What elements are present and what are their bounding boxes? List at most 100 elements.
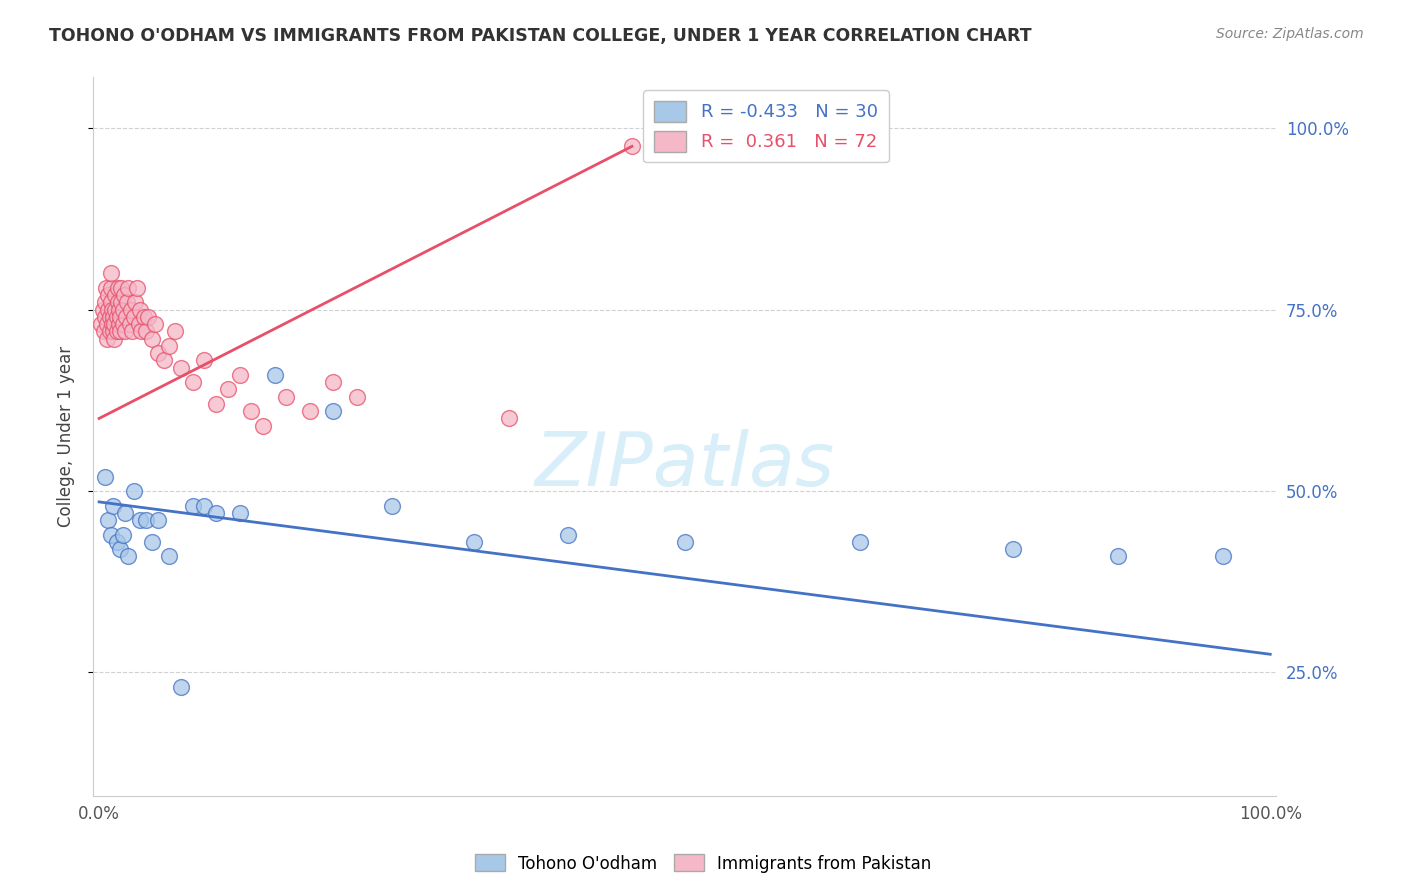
Point	[112, 288, 135, 302]
Point	[463, 534, 485, 549]
Point	[101, 317, 124, 331]
Point	[122, 483, 145, 498]
Point	[105, 534, 128, 549]
Point	[101, 302, 124, 317]
Point	[100, 266, 122, 280]
Point	[165, 325, 187, 339]
Point	[136, 310, 159, 324]
Point	[97, 302, 120, 317]
Point	[122, 310, 145, 324]
Point	[132, 310, 155, 324]
Point	[252, 418, 274, 433]
Point	[849, 534, 872, 549]
Point	[620, 139, 643, 153]
Point	[107, 281, 129, 295]
Legend: Tohono O'odham, Immigrants from Pakistan: Tohono O'odham, Immigrants from Pakistan	[468, 847, 938, 880]
Point	[298, 404, 321, 418]
Point	[146, 513, 169, 527]
Point	[121, 325, 143, 339]
Point	[1212, 549, 1234, 564]
Point	[1001, 542, 1024, 557]
Point	[91, 302, 114, 317]
Point	[108, 310, 131, 324]
Point	[228, 506, 250, 520]
Point	[124, 295, 146, 310]
Point	[104, 288, 127, 302]
Point	[228, 368, 250, 382]
Point	[181, 499, 204, 513]
Point	[146, 346, 169, 360]
Point	[94, 295, 117, 310]
Point	[120, 302, 142, 317]
Point	[105, 325, 128, 339]
Point	[381, 499, 404, 513]
Point	[97, 513, 120, 527]
Point	[205, 397, 228, 411]
Point	[276, 390, 298, 404]
Point	[115, 295, 138, 310]
Point	[135, 513, 157, 527]
Point	[135, 325, 157, 339]
Point	[94, 469, 117, 483]
Point	[125, 281, 148, 295]
Point	[205, 506, 228, 520]
Point	[105, 310, 128, 324]
Point	[193, 353, 215, 368]
Point	[240, 404, 263, 418]
Point	[1107, 549, 1129, 564]
Point	[117, 549, 139, 564]
Point	[108, 317, 131, 331]
Point	[98, 310, 121, 324]
Point	[108, 542, 131, 557]
Point	[170, 680, 193, 694]
Point	[110, 281, 132, 295]
Point	[263, 368, 285, 382]
Point	[101, 499, 124, 513]
Point	[128, 317, 150, 331]
Point	[97, 288, 120, 302]
Point	[111, 527, 134, 541]
Point	[141, 534, 163, 549]
Point	[170, 360, 193, 375]
Point	[673, 534, 696, 549]
Point	[157, 549, 180, 564]
Point	[108, 325, 131, 339]
Point	[110, 295, 132, 310]
Point	[96, 332, 118, 346]
Point	[107, 295, 129, 310]
Point	[181, 375, 204, 389]
Point	[101, 325, 124, 339]
Text: ZIPatlas: ZIPatlas	[534, 429, 835, 501]
Point	[108, 302, 131, 317]
Point	[96, 317, 118, 331]
Point	[118, 317, 141, 331]
Point	[90, 317, 112, 331]
Y-axis label: College, Under 1 year: College, Under 1 year	[58, 346, 75, 527]
Point	[104, 302, 127, 317]
Point	[129, 513, 152, 527]
Point	[103, 332, 125, 346]
Legend: R = -0.433   N = 30, R =  0.361   N = 72: R = -0.433 N = 30, R = 0.361 N = 72	[643, 90, 889, 162]
Point	[141, 332, 163, 346]
Point	[346, 390, 368, 404]
Point	[100, 281, 122, 295]
Point	[143, 317, 166, 331]
Point	[114, 325, 136, 339]
Point	[115, 310, 138, 324]
Point	[114, 506, 136, 520]
Point	[101, 310, 124, 324]
Point	[322, 404, 344, 418]
Point	[129, 325, 152, 339]
Point	[157, 339, 180, 353]
Point	[129, 302, 152, 317]
Point	[98, 325, 121, 339]
Point	[94, 310, 117, 324]
Point	[111, 302, 134, 317]
Point	[322, 375, 344, 389]
Point	[100, 527, 122, 541]
Point	[100, 295, 122, 310]
Point	[557, 527, 579, 541]
Point	[193, 499, 215, 513]
Point	[93, 325, 115, 339]
Text: TOHONO O'ODHAM VS IMMIGRANTS FROM PAKISTAN COLLEGE, UNDER 1 YEAR CORRELATION CHA: TOHONO O'ODHAM VS IMMIGRANTS FROM PAKIST…	[49, 27, 1032, 45]
